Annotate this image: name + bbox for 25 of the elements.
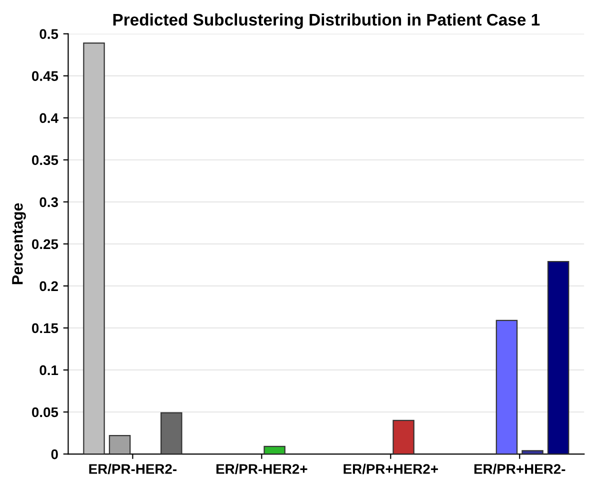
bar (392, 420, 414, 454)
y-tick-label: 0.1 (40, 365, 58, 376)
y-tick-label: 0.3 (40, 197, 58, 208)
bar (83, 42, 105, 454)
chart-title: Predicted Subclustering Distribution in Patient Case 1 (113, 13, 540, 30)
bar (496, 320, 518, 454)
x-tick-label: ER/PR-HER2+ (216, 464, 308, 474)
x-tick-label: ER/PR+HER2- (474, 464, 566, 474)
y-tick-label: 0.05 (32, 407, 58, 418)
bar (264, 446, 286, 454)
bar (160, 412, 182, 454)
bar (547, 261, 570, 454)
y-tick-label: 0 (51, 449, 58, 460)
y-tick-label: 0.35 (32, 155, 58, 166)
y-axis-title: Percentage (12, 203, 26, 284)
y-tick-label: 0.5 (40, 29, 58, 39)
x-tick-label: ER/PR+HER2+ (344, 464, 438, 474)
y-tick-label: 0.4 (40, 113, 58, 124)
y-tick-label: 0.2 (40, 281, 58, 292)
x-tick-label: ER/PR-HER2- (89, 464, 176, 474)
y-tick-label: 0.15 (32, 323, 58, 334)
bar (108, 434, 131, 454)
y-tick-label: 0.45 (32, 71, 58, 81)
bar (522, 450, 544, 454)
y-tick-label: 0.25 (32, 239, 58, 250)
